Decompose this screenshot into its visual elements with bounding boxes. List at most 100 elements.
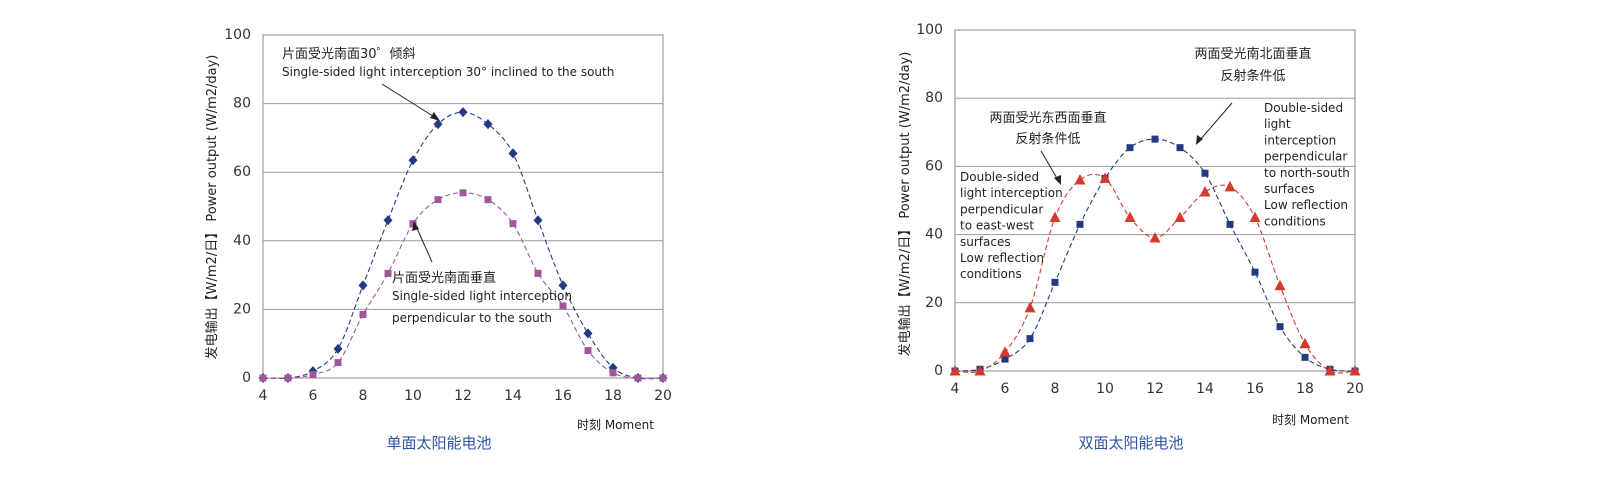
data-point-series-2 [584, 347, 592, 355]
data-point-series-2 [949, 365, 961, 376]
data-point-series-2 [559, 302, 567, 310]
x-tick-label: 12 [454, 388, 472, 404]
x-tick-label: 16 [554, 388, 572, 404]
data-point-series-2 [1099, 172, 1111, 183]
data-point-series-1 [1251, 268, 1259, 276]
data-points [258, 107, 668, 383]
annotation-line: surfaces [1264, 182, 1315, 196]
y-axis-label: 发电输出【W/m2/日】 Power output (W/m2/day) [897, 52, 913, 357]
data-point-series-2 [1049, 211, 1061, 223]
annotation-tilted-cn: 片面受光南面30゜倾斜 [282, 46, 416, 62]
data-point-series-2 [609, 369, 617, 377]
data-point-series-2 [1224, 180, 1236, 192]
annotation-line: to north-south [1264, 166, 1350, 180]
data-point-series-2 [459, 189, 467, 197]
data-point-series-2 [309, 371, 317, 379]
data-point-series-1 [1201, 169, 1209, 177]
data-point-series-1 [483, 119, 493, 130]
annotation-line: conditions [960, 267, 1022, 281]
y-tick-label: 60 [233, 164, 251, 180]
y-tick-label: 20 [233, 301, 251, 317]
data-point-series-2 [974, 365, 986, 376]
x-axis-unit: 时刻 Moment [1272, 413, 1349, 427]
plot-area [954, 29, 1356, 372]
data-point-series-2 [359, 311, 367, 319]
data-point-series-2 [634, 374, 642, 382]
arrowhead-tilted [430, 112, 440, 121]
data-point-series-1 [1276, 323, 1284, 331]
data-point-series-1 [1226, 220, 1234, 228]
annotation-line: conditions [1264, 214, 1326, 228]
data-point-series-2 [1074, 174, 1086, 185]
chart-caption: 单面太阳能电池 [386, 434, 491, 452]
x-tick-label: 8 [1051, 381, 1060, 397]
x-tick-label: 16 [1246, 381, 1264, 397]
data-point-series-2 [259, 374, 267, 382]
data-point-series-2 [1324, 365, 1336, 376]
x-tick-label: 6 [309, 388, 318, 404]
data-point-series-1 [1051, 278, 1059, 286]
annotation-line: to east-west [960, 219, 1034, 233]
y-tick-label: 80 [233, 96, 251, 112]
data-point-series-2 [659, 374, 667, 382]
annotation-line: light interception [960, 186, 1063, 200]
data-point-series-2 [1124, 211, 1136, 223]
annotation-line: Double-sided [1264, 101, 1343, 115]
annotation-vertical-cn: 片面受光南面垂直 [392, 270, 496, 286]
data-point-series-2 [1199, 185, 1211, 197]
x-tick-label: 20 [654, 388, 672, 404]
data-point-series-2 [484, 196, 492, 204]
annotation-line: Low reflection [960, 251, 1044, 265]
y-tick-label: 20 [925, 295, 943, 311]
data-points [949, 135, 1361, 376]
arrow-tilted [381, 83, 437, 119]
axis-ticks: 0 20 40 60 80 100 4 6 8 10 12 14 16 18 20 [224, 27, 672, 404]
data-point-series-2 [1174, 211, 1186, 223]
chart-caption: 双面太阳能电池 [1078, 434, 1183, 452]
x-tick-label: 14 [1196, 381, 1214, 397]
y-tick-label: 40 [233, 233, 251, 249]
x-tick-label: 12 [1146, 381, 1164, 397]
data-point-series-1 [508, 148, 518, 159]
data-point-series-2 [1349, 365, 1361, 376]
annotation-vertical-en1: Single-sided light interception [392, 289, 572, 303]
arrowhead-vertical [412, 221, 419, 231]
annotation-line: Low reflection [1264, 198, 1348, 212]
data-point-series-2 [1274, 279, 1286, 291]
data-point-series-1 [533, 215, 543, 226]
y-tick-label: 40 [925, 227, 943, 243]
data-point-series-2 [409, 220, 417, 228]
y-axis-label: 发电输出【W/m2/日】 Power output (W/m2/day) [204, 55, 220, 360]
x-tick-label: 20 [1346, 381, 1364, 397]
arrow-ew [1040, 150, 1059, 181]
annotation-ew-en: Double-sided light interception perpendicu… [960, 170, 1063, 281]
annotation-ns-cn2: 反射条件低 [1220, 68, 1285, 84]
y-tick-label: 60 [925, 158, 943, 174]
annotation-line: perpendicular [960, 202, 1043, 216]
y-tick-label: 100 [224, 27, 251, 43]
data-point-series-2 [1299, 337, 1311, 349]
axis-ticks: 0 20 40 60 80 100 4 6 8 10 12 14 16 18 20 [916, 22, 1364, 397]
data-point-series-2 [1024, 301, 1036, 313]
data-point-series-2 [284, 374, 292, 382]
gridlines [263, 103, 663, 310]
x-tick-label: 4 [951, 381, 960, 397]
annotation-line: perpendicular [1264, 150, 1347, 164]
arrow-vertical [415, 225, 433, 263]
data-point-series-1 [1176, 144, 1184, 152]
data-point-series-1 [1126, 144, 1134, 152]
data-point-series-2 [509, 220, 517, 228]
data-point-series-1 [433, 119, 443, 130]
data-point-series-2 [999, 346, 1011, 357]
data-point-series-1 [1001, 355, 1009, 363]
double-sided-chart: 0 20 40 60 80 100 4 6 8 10 12 14 16 18 20 两面受光南北面垂直 反射… [897, 22, 1364, 452]
data-point-series-1 [1301, 353, 1309, 361]
data-point-series-1 [558, 280, 568, 291]
data-point-series-1 [333, 343, 343, 354]
annotation-ns-en: Double-sided light interception perpendicul… [1264, 101, 1350, 228]
data-point-series-2 [1249, 211, 1261, 223]
data-point-series-1 [358, 280, 368, 291]
data-point-series-1 [1151, 135, 1159, 143]
annotation-line: light [1264, 117, 1291, 131]
